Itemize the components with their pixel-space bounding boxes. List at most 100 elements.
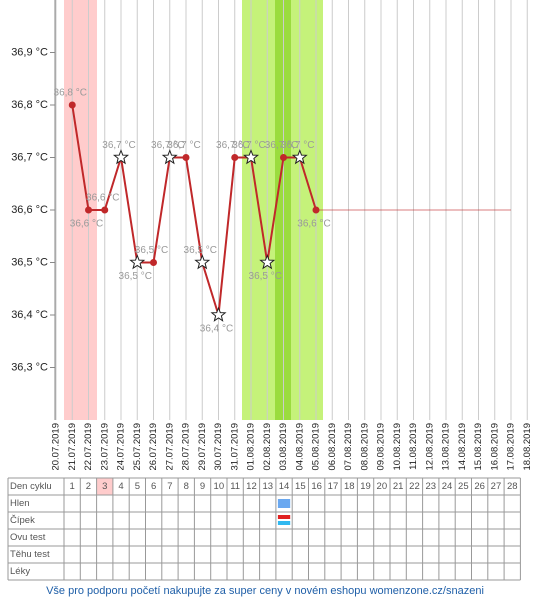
x-tick-label: 27.07.2019 xyxy=(164,423,175,471)
data-label: 36,7 °C xyxy=(167,140,200,151)
y-tick-label: 36,5 °C xyxy=(11,256,48,268)
x-tick-label: 28.07.2019 xyxy=(181,423,192,471)
day-number: 7 xyxy=(167,481,172,492)
day-number: 4 xyxy=(118,481,123,492)
data-label: 36,5 °C xyxy=(119,271,152,282)
day-number: 26 xyxy=(474,481,485,492)
x-tick-label: 07.08.2019 xyxy=(343,423,354,471)
day-number: 8 xyxy=(184,481,189,492)
footer[interactable]: Vše pro podporu početí nakupujte za supe… xyxy=(46,585,484,597)
data-label: 36,6 °C xyxy=(86,193,119,204)
day-number: 2 xyxy=(86,481,91,492)
x-tick-label: 26.07.2019 xyxy=(148,423,159,471)
y-tick-label: 36,8 °C xyxy=(11,99,48,111)
x-tick-label: 13.08.2019 xyxy=(441,423,452,471)
day-number: 27 xyxy=(491,481,502,492)
x-tick-label: 17.08.2019 xyxy=(506,423,517,471)
x-tick-label: 02.08.2019 xyxy=(262,423,273,471)
y-tick-label: 36,9 °C xyxy=(11,46,48,58)
x-tick-label: 21.07.2019 xyxy=(67,423,78,471)
day-number: 5 xyxy=(135,481,140,492)
y-tick-label: 36,4 °C xyxy=(11,309,48,321)
day-number: 21 xyxy=(393,481,404,492)
x-tick-label: 16.08.2019 xyxy=(489,423,500,471)
dot-marker xyxy=(312,206,320,214)
dot-marker xyxy=(68,101,76,109)
day-number: 16 xyxy=(311,481,322,492)
day-number: 22 xyxy=(409,481,420,492)
x-tick-label: 22.07.2019 xyxy=(83,423,94,471)
x-tick-label: 24.07.2019 xyxy=(116,423,127,471)
x-tick-label: 09.08.2019 xyxy=(376,423,387,471)
x-tick-label: 20.07.2019 xyxy=(51,423,62,471)
x-tick-label: 30.07.2019 xyxy=(213,423,224,471)
dot-marker xyxy=(85,206,92,214)
day-number: 12 xyxy=(246,481,257,492)
x-tick-label: 18.08.2019 xyxy=(522,423,533,471)
data-label: 36,7 °C xyxy=(265,140,298,151)
day-number: 10 xyxy=(214,481,225,492)
dot-marker xyxy=(182,154,190,161)
star-marker xyxy=(291,149,308,165)
row-label: Těhu test xyxy=(10,549,50,560)
day-number: 9 xyxy=(200,481,205,492)
day-highlight xyxy=(96,478,113,495)
x-tick-label: 14.08.2019 xyxy=(457,423,468,471)
temperature-line xyxy=(71,104,317,316)
row-label: Hlen xyxy=(10,498,30,509)
day-number: 28 xyxy=(507,481,518,492)
data-label: 36,7 °C xyxy=(232,140,265,151)
data-label: 36,7 °C xyxy=(281,140,314,151)
x-tick-label: 04.08.2019 xyxy=(294,423,305,471)
row-label: Léky xyxy=(10,566,30,577)
star-marker xyxy=(112,149,130,165)
star-marker xyxy=(161,149,178,165)
x-tick-label: 23.07.2019 xyxy=(99,423,110,471)
dot-marker xyxy=(280,154,287,161)
y-tick-label: 36,3 °C xyxy=(11,361,48,373)
data-label: 36,7 °C xyxy=(102,140,135,151)
day-number: 18 xyxy=(344,481,355,492)
day-number: 6 xyxy=(151,481,156,492)
day-number: 14 xyxy=(279,481,290,492)
data-label: 36,7 °C xyxy=(151,140,184,151)
dot-marker xyxy=(101,206,109,214)
mucus-icon xyxy=(277,499,291,508)
dot-marker xyxy=(231,154,239,161)
cervix-icon xyxy=(277,521,291,525)
x-tick-label: 10.08.2019 xyxy=(392,423,403,471)
x-tick-label: 25.07.2019 xyxy=(132,423,143,471)
data-label: 36,5 °C xyxy=(184,245,217,256)
star-marker xyxy=(242,149,260,165)
day-number: 1 xyxy=(70,481,75,492)
day-number: 3 xyxy=(102,481,107,492)
table-header: Den cyklu xyxy=(10,481,52,492)
x-tick-label: 05.08.2019 xyxy=(311,423,322,471)
star-marker xyxy=(259,254,276,270)
day-number: 24 xyxy=(442,481,453,492)
x-tick-label: 15.08.2019 xyxy=(473,423,484,471)
star-marker xyxy=(210,306,227,322)
x-tick-label: 06.08.2019 xyxy=(327,423,338,471)
data-label: 36,4 °C xyxy=(200,324,233,335)
day-number: 23 xyxy=(425,481,436,492)
y-tick-label: 36,7 °C xyxy=(11,151,48,163)
x-tick-label: 31.07.2019 xyxy=(229,423,240,471)
day-number: 15 xyxy=(295,481,306,492)
star-marker xyxy=(129,254,146,270)
data-label: 36,8 °C xyxy=(54,88,87,99)
day-number: 25 xyxy=(458,481,469,492)
data-label: 36,5 °C xyxy=(135,245,168,256)
day-number: 17 xyxy=(328,481,339,492)
x-tick-label: 03.08.2019 xyxy=(278,423,289,471)
day-number: 19 xyxy=(360,481,371,492)
row-label: Ovu test xyxy=(10,532,46,543)
data-label: 36,6 °C xyxy=(297,219,330,230)
data-label: 36,5 °C xyxy=(249,271,282,282)
dot-marker xyxy=(150,259,157,266)
y-tick-label: 36,6 °C xyxy=(11,204,48,216)
star-marker xyxy=(194,254,211,270)
row-label: Čípek xyxy=(10,515,35,526)
x-tick-label: 01.08.2019 xyxy=(246,423,257,471)
